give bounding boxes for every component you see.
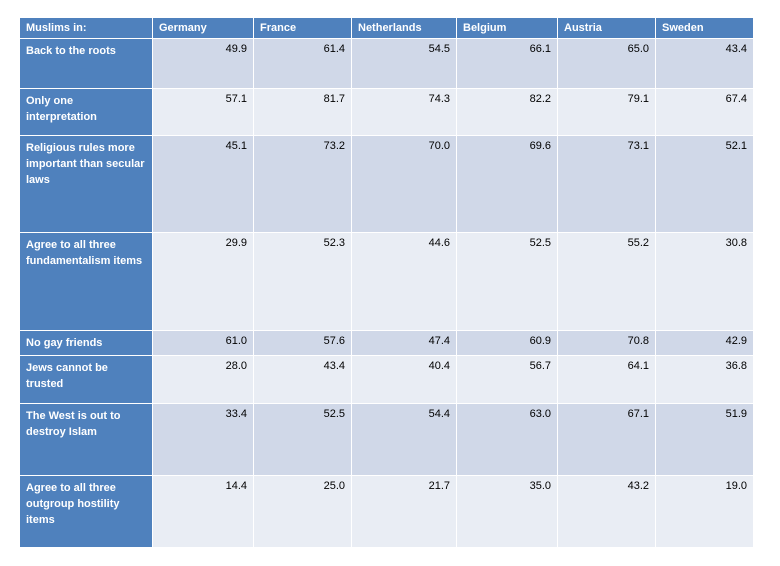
table-row: Agree to all three fundamentalism items 2… [19, 232, 754, 331]
value-cell: 29.9 [152, 232, 254, 331]
table-header: Muslims in: Germany France Netherlands Belgi… [19, 17, 754, 39]
value-cell: 82.2 [456, 88, 558, 136]
header-cell: Netherlands [351, 17, 457, 39]
value-cell: 73.2 [253, 135, 352, 233]
table-row: Only one interpretation 57.1 81.7 74.3 82.2 7… [19, 88, 754, 136]
row-label: The West is out to destroy Islam [19, 403, 153, 476]
value-cell: 45.1 [152, 135, 254, 233]
row-label: Agree to all three outgroup hostility it… [19, 475, 153, 548]
value-cell: 25.0 [253, 475, 352, 548]
table-row: Back to the roots 49.9 61.4 54.5 66.1 65.0 43.… [19, 38, 754, 89]
table-row: No gay friends 61.0 57.6 47.4 60.9 70.8 42.9 [19, 330, 754, 356]
value-cell: 67.1 [557, 403, 656, 476]
value-cell: 19.0 [655, 475, 754, 548]
row-label: Jews cannot be trusted [19, 355, 153, 404]
value-cell: 57.6 [253, 330, 352, 356]
table-row: Agree to all three outgroup hostility it… [19, 475, 754, 548]
value-cell: 60.9 [456, 330, 558, 356]
row-label: Religious rules more important than secu… [19, 135, 153, 233]
value-cell: 55.2 [557, 232, 656, 331]
value-cell: 61.0 [152, 330, 254, 356]
data-table: Muslims in: Germany France Netherlands Belgi… [19, 17, 754, 548]
value-cell: 79.1 [557, 88, 656, 136]
value-cell: 21.7 [351, 475, 457, 548]
row-label: Back to the roots [19, 38, 153, 89]
value-cell: 43.2 [557, 475, 656, 548]
row-label: Agree to all three fundamentalism items [19, 232, 153, 331]
value-cell: 81.7 [253, 88, 352, 136]
value-cell: 28.0 [152, 355, 254, 404]
value-cell: 52.3 [253, 232, 352, 331]
header-row: Muslims in: Germany France Netherlands Belgi… [19, 17, 754, 39]
value-cell: 33.4 [152, 403, 254, 476]
value-cell: 74.3 [351, 88, 457, 136]
value-cell: 63.0 [456, 403, 558, 476]
header-cell: Sweden [655, 17, 754, 39]
value-cell: 14.4 [152, 475, 254, 548]
value-cell: 70.0 [351, 135, 457, 233]
value-cell: 42.9 [655, 330, 754, 356]
value-cell: 67.4 [655, 88, 754, 136]
header-cell: Germany [152, 17, 254, 39]
value-cell: 51.9 [655, 403, 754, 476]
value-cell: 52.1 [655, 135, 754, 233]
table-body: Back to the roots 49.9 61.4 54.5 66.1 65.0 43.… [19, 38, 754, 548]
value-cell: 30.8 [655, 232, 754, 331]
value-cell: 57.1 [152, 88, 254, 136]
value-cell: 69.6 [456, 135, 558, 233]
value-cell: 61.4 [253, 38, 352, 89]
value-cell: 56.7 [456, 355, 558, 404]
value-cell: 66.1 [456, 38, 558, 89]
header-cell: Muslims in: [19, 17, 153, 39]
value-cell: 65.0 [557, 38, 656, 89]
header-cell: Belgium [456, 17, 558, 39]
value-cell: 73.1 [557, 135, 656, 233]
table-row: Religious rules more important than secu… [19, 135, 754, 233]
value-cell: 43.4 [253, 355, 352, 404]
header-cell: France [253, 17, 352, 39]
value-cell: 52.5 [456, 232, 558, 331]
header-cell: Austria [557, 17, 656, 39]
table-row: The West is out to destroy Islam 33.4 52.5… [19, 403, 754, 476]
value-cell: 64.1 [557, 355, 656, 404]
value-cell: 54.5 [351, 38, 457, 89]
row-label: No gay friends [19, 330, 153, 356]
value-cell: 54.4 [351, 403, 457, 476]
value-cell: 36.8 [655, 355, 754, 404]
value-cell: 49.9 [152, 38, 254, 89]
table-row: Jews cannot be trusted 28.0 43.4 40.4 56.7 64… [19, 355, 754, 404]
value-cell: 40.4 [351, 355, 457, 404]
value-cell: 47.4 [351, 330, 457, 356]
value-cell: 43.4 [655, 38, 754, 89]
value-cell: 44.6 [351, 232, 457, 331]
value-cell: 52.5 [253, 403, 352, 476]
value-cell: 35.0 [456, 475, 558, 548]
value-cell: 70.8 [557, 330, 656, 356]
row-label: Only one interpretation [19, 88, 153, 136]
